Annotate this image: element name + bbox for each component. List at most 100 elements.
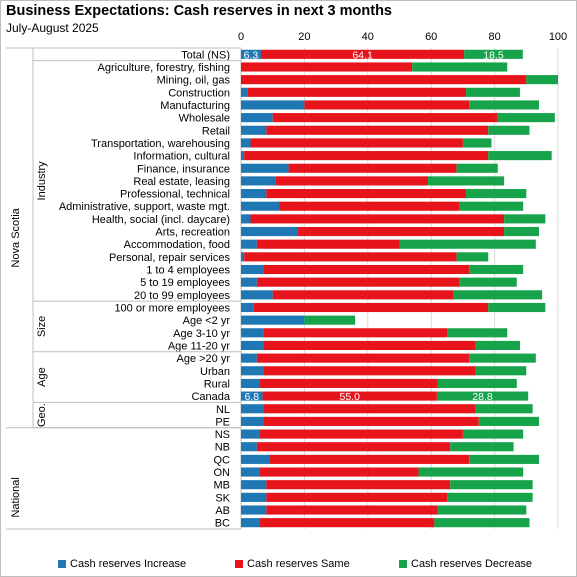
- bar-arts-recreation-decrease: [504, 226, 539, 237]
- bar-personal-repair-services-same: [244, 252, 457, 262]
- bar-nb-decrease: [450, 442, 514, 452]
- parent-label-national: National: [10, 477, 22, 517]
- bar-personal-repair-services-increase: [241, 252, 245, 262]
- row-label-pe: PE: [215, 416, 230, 428]
- bar-accommodation-food-increase: [241, 239, 257, 249]
- bar-bc-increase: [241, 518, 261, 528]
- bar-nl-same: [263, 404, 476, 414]
- row-label-rural: Rural: [204, 378, 230, 390]
- bar-mining-oil-gas-same: [241, 75, 527, 85]
- bar-20-to-99-employees-increase: [241, 290, 273, 300]
- bar-sk-decrease: [447, 492, 533, 502]
- bar-real-estate-leasing-same: [275, 176, 429, 186]
- row-label-qc: QC: [214, 454, 231, 466]
- legend-swatch-same: [235, 560, 243, 568]
- x-tick-label-100: 100: [549, 31, 567, 43]
- row-label-mining-oil-gas: Mining, oil, gas: [157, 75, 231, 87]
- parent-label-nova-scotia: Nova Scotia: [10, 207, 22, 267]
- row-label-age-3-10-yr: Age 3-10 yr: [173, 328, 230, 340]
- bar-manufacturing-increase: [241, 100, 305, 110]
- bar-20-to-99-employees-decrease: [453, 290, 543, 300]
- bar-sk-increase: [241, 492, 267, 502]
- bar-age-2-yr-increase: [241, 315, 305, 325]
- bar-health-social-incl-daycare-decrease: [504, 214, 546, 224]
- bar-mb-increase: [241, 480, 267, 490]
- bar-finance-insurance-same: [288, 163, 457, 173]
- bar-1-to-4-employees-increase: [241, 264, 264, 275]
- bar-5-to-19-employees-decrease: [459, 277, 517, 287]
- bar-on-increase: [241, 467, 261, 477]
- bar-transportation-warehousing-decrease: [462, 138, 492, 148]
- row-label-administrative-support-waste-mgt: Administrative, support, waste mgt.: [59, 201, 230, 213]
- legend-swatch-decrease: [399, 560, 407, 568]
- row-label-transportation-warehousing: Transportation, warehousing: [91, 138, 230, 150]
- bar-pe-decrease: [478, 416, 539, 426]
- bar-information-cultural-decrease: [488, 151, 552, 161]
- x-tick-label-0: 0: [238, 31, 244, 43]
- bar-retail-same: [266, 125, 489, 135]
- bar-wholesale-decrease: [497, 113, 555, 123]
- row-label-personal-repair-services: Personal, repair services: [109, 252, 231, 264]
- bar-administrative-support-waste-mgt-decrease: [459, 201, 524, 211]
- bar-construction-same: [247, 87, 467, 97]
- bar-urban-same: [263, 366, 476, 376]
- bar-agriculture-forestry-fishing-same: [241, 62, 413, 72]
- bar-canada-same: [262, 391, 437, 401]
- row-label-age-11-20-yr: Age 11-20 yr: [168, 340, 231, 352]
- bar-age-3-10-yr-same: [263, 328, 448, 338]
- row-label-100-or-more-employees: 100 or more employees: [114, 302, 230, 314]
- bar-age-20-yr-same: [256, 353, 470, 363]
- bar-on-same: [260, 467, 419, 477]
- row-label-agriculture-forestry-fishing: Agriculture, forestry, fishing: [98, 62, 230, 74]
- bar-professional-technical-decrease: [466, 189, 527, 199]
- row-label-mb: MB: [214, 480, 231, 492]
- legend-label-same: Cash reserves Same: [247, 558, 350, 570]
- bar-wholesale-increase: [241, 113, 273, 123]
- data-label-canada-increase: 6.8: [244, 391, 259, 403]
- bar-bc-same: [260, 518, 435, 528]
- row-label-5-to-19-employees: 5 to 19 employees: [140, 277, 230, 289]
- row-label-finance-insurance: Finance, insurance: [137, 163, 230, 175]
- row-label-information-cultural: Information, cultural: [133, 151, 230, 163]
- bar-total-ns-same: [260, 49, 465, 59]
- bar-finance-insurance-increase: [241, 163, 289, 173]
- bar-accommodation-food-same: [256, 239, 400, 249]
- bar-ab-same: [266, 505, 438, 515]
- legend-item-increase: Cash reserves Increase: [58, 558, 186, 570]
- bar-administrative-support-waste-mgt-increase: [241, 201, 280, 211]
- bar-age-20-yr-decrease: [469, 353, 536, 363]
- bar-ns-increase: [241, 429, 261, 439]
- row-label-nl: NL: [216, 404, 230, 416]
- bar-bc-decrease: [434, 518, 530, 528]
- bar-pe-same: [263, 416, 479, 426]
- bar-age-3-10-yr-increase: [241, 328, 264, 338]
- bar-100-or-more-employees-same: [253, 302, 489, 313]
- bar-accommodation-food-decrease: [399, 239, 536, 249]
- row-label-20-to-99-employees: 20 to 99 employees: [134, 290, 231, 302]
- bar-nl-increase: [241, 404, 264, 414]
- bar-construction-increase: [241, 87, 248, 97]
- bar-5-to-19-employees-same: [256, 277, 460, 287]
- bar-on-decrease: [418, 467, 524, 477]
- data-label-total-ns-same: 64.1: [352, 49, 373, 61]
- bar-real-estate-leasing-increase: [241, 176, 276, 186]
- x-tick-label-60: 60: [425, 31, 437, 43]
- x-tick-label-80: 80: [488, 31, 500, 43]
- bar-manufacturing-decrease: [469, 100, 539, 110]
- bar-arts-recreation-increase: [241, 226, 299, 237]
- bar-agriculture-forestry-fishing-decrease: [412, 62, 508, 72]
- bar-health-social-incl-daycare-increase: [241, 214, 251, 224]
- legend-swatch-increase: [58, 560, 66, 568]
- bar-ab-decrease: [437, 505, 527, 515]
- row-label-real-estate-leasing: Real estate, leasing: [133, 176, 230, 188]
- bar-1-to-4-employees-decrease: [469, 264, 524, 275]
- bar-ns-same: [260, 429, 463, 439]
- bar-age-20-yr-increase: [241, 353, 257, 363]
- bar-age-2-yr-decrease: [304, 315, 356, 325]
- bar-retail-decrease: [488, 125, 530, 135]
- row-label-age-20-yr: Age >20 yr: [176, 353, 230, 365]
- bar-construction-decrease: [466, 87, 520, 97]
- bar-administrative-support-waste-mgt-same: [279, 201, 460, 211]
- data-label-total-ns-increase: 6.3: [244, 49, 259, 61]
- group-label-industry: Industry: [36, 161, 48, 201]
